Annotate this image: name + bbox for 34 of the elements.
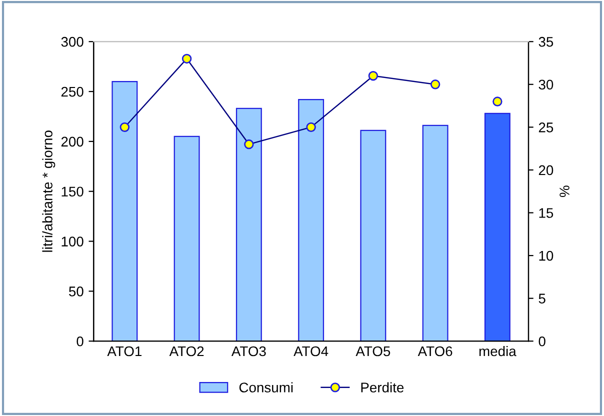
y2-tick-label: 15 xyxy=(539,208,554,218)
bar xyxy=(112,80,138,342)
x-tick-label: media xyxy=(479,346,516,356)
bar xyxy=(422,124,448,342)
x-tick-label: ATO4 xyxy=(294,346,328,356)
legend-label: Consumi xyxy=(239,382,293,392)
y2-tick-label: 20 xyxy=(538,165,554,176)
y2-tick-label: 25 xyxy=(538,122,554,132)
y-tick-label: 150 xyxy=(62,186,84,197)
bar xyxy=(298,98,324,342)
y-axis-title: litri/abitante * giorno xyxy=(42,130,56,252)
x-tick-label: ATO6 xyxy=(418,346,452,356)
y-tick-label: 200 xyxy=(61,136,84,147)
y2-tick-label: 30 xyxy=(538,80,554,90)
bar xyxy=(360,130,386,342)
bar xyxy=(174,136,200,342)
y2-axis-title: % xyxy=(560,186,570,198)
y-tick-label: 100 xyxy=(62,236,84,246)
y2-tick-label: 5 xyxy=(538,294,546,304)
legend-label: Perdite xyxy=(361,382,404,392)
bar xyxy=(484,112,510,342)
y-tick-label: 300 xyxy=(61,36,84,47)
point xyxy=(492,96,502,106)
x-tick-label: ATO1 xyxy=(107,346,142,356)
y2-tick-label: 0 xyxy=(538,336,546,346)
x-tick-label: ATO5 xyxy=(356,346,390,356)
y2-tick-label: 35 xyxy=(538,36,554,47)
y-tick-label: 0 xyxy=(76,336,84,346)
y2-tick-label: 10 xyxy=(539,250,554,261)
y-tick-label: 250 xyxy=(61,86,84,97)
x-tick-label: ATO2 xyxy=(169,346,204,356)
bar xyxy=(236,108,262,342)
y-tick-label: 50 xyxy=(69,286,84,296)
x-tick-label: ATO3 xyxy=(231,346,266,356)
